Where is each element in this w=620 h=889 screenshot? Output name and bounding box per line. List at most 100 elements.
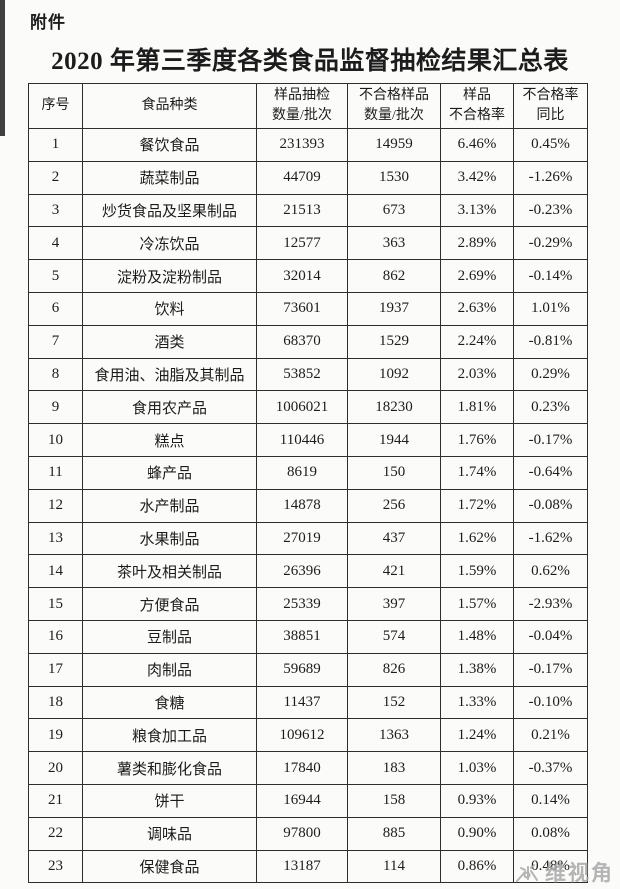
table-row: 8 食用油、油脂及其制品 53852 1092 2.03% 0.29% — [28, 357, 588, 392]
failed-samples-cell: 826 — [347, 652, 441, 687]
index-cell: 20 — [28, 751, 83, 785]
samples-cell: 14878 — [256, 488, 348, 523]
failure-rate-cell: 0.90% — [440, 816, 514, 851]
failure-rate-cell: 1.03% — [440, 751, 514, 785]
column-header-samples-cell: 样品抽检 数量/批次 — [256, 83, 348, 129]
failure-rate-cell: 1.81% — [440, 390, 514, 425]
category-cell: 糕点 — [82, 423, 257, 457]
failure-rate-cell: 1.62% — [440, 521, 514, 556]
index-cell: 12 — [28, 488, 83, 523]
table-row: 4 冷冻饮品 12577 363 2.89% -0.29% — [28, 226, 588, 261]
failed-samples-cell: 574 — [347, 619, 441, 654]
failure-rate-cell: 0.93% — [440, 783, 514, 818]
yoy-change-cell: -1.62% — [513, 521, 588, 556]
category-cell: 茶叶及相关制品 — [82, 554, 257, 589]
category-cell: 粮食加工品 — [82, 718, 257, 753]
failed-samples-cell: 397 — [347, 587, 441, 621]
failure-rate-cell: 1.74% — [440, 455, 514, 490]
table-row: 2 蔬菜制品 44709 1530 3.42% -1.26% — [28, 160, 588, 195]
failure-rate-cell: 2.63% — [440, 291, 514, 326]
index-cell: 22 — [28, 816, 83, 851]
failed-samples-cell: 1529 — [347, 324, 441, 359]
failure-rate-cell: 0.86% — [440, 849, 514, 884]
index-cell: 23 — [28, 849, 83, 884]
table-row: 9 食用农产品 1006021 18230 1.81% 0.23% — [28, 390, 588, 425]
column-header-index-cell: 序号 — [28, 83, 83, 129]
table-row: 15 方便食品 25339 397 1.57% -2.93% — [28, 587, 588, 621]
category-cell: 薯类和膨化食品 — [82, 751, 257, 785]
category-cell: 蔬菜制品 — [82, 160, 257, 195]
yoy-change-cell: -2.93% — [513, 587, 588, 621]
column-header-failed-samples-cell: 不合格样品 数量/批次 — [347, 83, 441, 129]
index-cell: 19 — [28, 718, 83, 753]
yoy-change-cell: 0.62% — [513, 554, 588, 589]
failed-samples-cell: 1092 — [347, 357, 441, 392]
column-header-category-cell: 食品种类 — [82, 83, 257, 129]
samples-cell: 97800 — [256, 816, 348, 851]
failure-rate-cell: 1.33% — [440, 685, 514, 720]
samples-cell: 12577 — [256, 226, 348, 261]
failed-samples-cell: 421 — [347, 554, 441, 589]
samples-cell: 73601 — [256, 291, 348, 326]
category-cell: 肉制品 — [82, 652, 257, 687]
table-row: 13 水果制品 27019 437 1.62% -1.62% — [28, 521, 588, 556]
table-row: 19 粮食加工品 109612 1363 1.24% 0.21% — [28, 718, 588, 753]
samples-cell: 109612 — [256, 718, 348, 753]
category-cell: 冷冻饮品 — [82, 226, 257, 261]
table-row: 1 餐饮食品 231393 14959 6.46% 0.45% — [28, 128, 588, 162]
table-row: 6 饮料 73601 1937 2.63% 1.01% — [28, 291, 588, 326]
yoy-change-cell: -0.08% — [513, 488, 588, 523]
yoy-change-cell: 0.45% — [513, 128, 588, 162]
category-cell: 餐饮食品 — [82, 128, 257, 162]
samples-cell: 53852 — [256, 357, 348, 392]
samples-cell: 59689 — [256, 652, 348, 687]
failed-samples-cell: 18230 — [347, 390, 441, 425]
failure-rate-cell: 2.24% — [440, 324, 514, 359]
yoy-change-cell: 0.29% — [513, 357, 588, 392]
index-cell: 13 — [28, 521, 83, 556]
failure-rate-cell: 1.57% — [440, 587, 514, 621]
failure-rate-cell: 3.13% — [440, 193, 514, 228]
failure-rate-cell: 1.48% — [440, 619, 514, 654]
yoy-change-cell: 0.48% — [513, 849, 588, 884]
table-row: 10 糕点 110446 1944 1.76% -0.17% — [28, 423, 588, 457]
failed-samples-cell: 114 — [347, 849, 441, 884]
yoy-change-cell: -0.23% — [513, 193, 588, 228]
yoy-change-cell: -0.29% — [513, 226, 588, 261]
samples-cell: 68370 — [256, 324, 348, 359]
failed-samples-cell: 1530 — [347, 160, 441, 195]
yoy-change-cell: 0.14% — [513, 783, 588, 818]
category-cell: 食用农产品 — [82, 390, 257, 425]
failure-rate-cell: 1.38% — [440, 652, 514, 687]
category-cell: 保健食品 — [82, 849, 257, 884]
category-cell: 炒货食品及坚果制品 — [82, 193, 257, 228]
index-cell: 3 — [28, 193, 83, 228]
table-row: 5 淀粉及淀粉制品 32014 862 2.69% -0.14% — [28, 259, 588, 293]
samples-cell: 32014 — [256, 259, 348, 293]
table-row: 14 茶叶及相关制品 26396 421 1.59% 0.62% — [28, 554, 588, 589]
table-row: 7 酒类 68370 1529 2.24% -0.81% — [28, 324, 588, 359]
table-row: 3 炒货食品及坚果制品 21513 673 3.13% -0.23% — [28, 193, 588, 228]
samples-cell: 11437 — [256, 685, 348, 720]
attachment-label: 附件 — [30, 13, 66, 32]
table-row: 22 调味品 97800 885 0.90% 0.08% — [28, 816, 588, 851]
index-cell: 18 — [28, 685, 83, 720]
failed-samples-cell: 1937 — [347, 291, 441, 326]
yoy-change-cell: -0.04% — [513, 619, 588, 654]
index-cell: 7 — [28, 324, 83, 359]
failed-samples-cell: 150 — [347, 455, 441, 490]
index-cell: 5 — [28, 259, 83, 293]
samples-cell: 21513 — [256, 193, 348, 228]
failure-rate-cell: 1.72% — [440, 488, 514, 523]
table-row: 23 保健食品 13187 114 0.86% 0.48% — [28, 849, 588, 884]
yoy-change-cell: -0.10% — [513, 685, 588, 720]
index-cell: 15 — [28, 587, 83, 621]
yoy-change-cell: -1.26% — [513, 160, 588, 195]
yoy-change-cell: 0.23% — [513, 390, 588, 425]
category-cell: 酒类 — [82, 324, 257, 359]
table-header: 序号 食品种类 样品抽检 数量/批次 不合格样品 数量/批次 样品 不合格率 不合格率 同比 — [28, 83, 588, 129]
samples-cell: 16944 — [256, 783, 348, 818]
column-header-failure-rate-cell: 样品 不合格率 — [440, 83, 514, 129]
failed-samples-cell: 1944 — [347, 423, 441, 457]
